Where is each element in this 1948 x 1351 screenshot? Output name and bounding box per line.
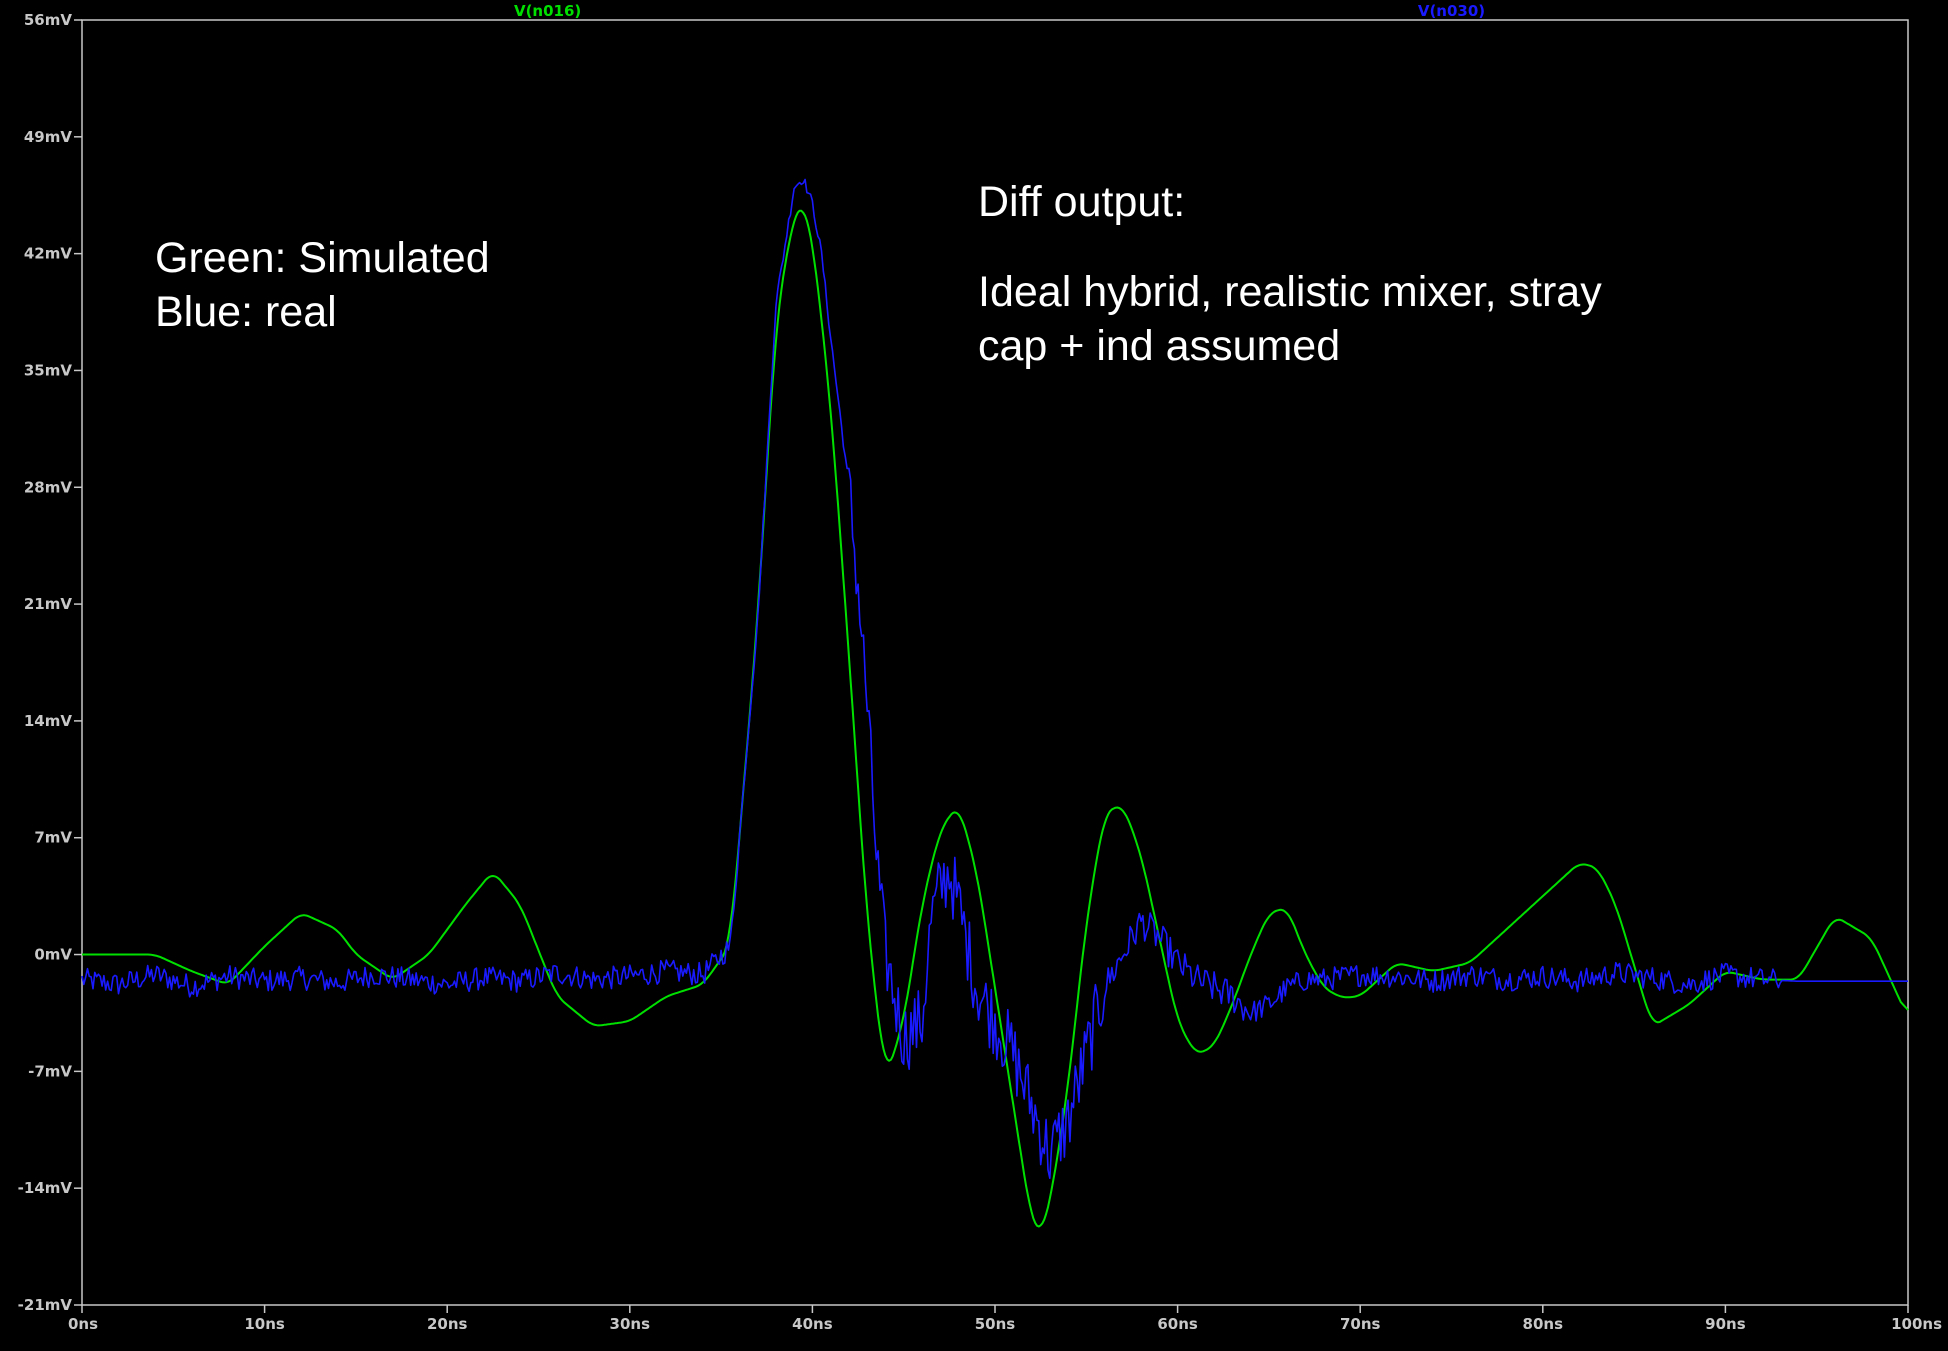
x-tick-label: 0ns (68, 1315, 98, 1333)
y-axis: 56mV 49mV 42mV 35mV 28mV 21mV 14mV 7mV 0mV -7mV -1… (18, 11, 82, 1314)
y-tick-label: 42mV (24, 245, 73, 263)
legend-entry: V(n030) (1418, 2, 1485, 20)
y-tick-label: -21mV (18, 1296, 73, 1314)
series-line (81, 178, 1908, 1179)
x-tick-label: 50ns (975, 1315, 1016, 1333)
diff-output-description: Ideal hybrid, realistic mixer, stray cap… (978, 268, 1602, 370)
x-tick-label: 70ns (1340, 1315, 1381, 1333)
y-tick-label: 49mV (24, 128, 73, 146)
y-tick-label: 35mV (24, 361, 73, 379)
series-layer (81, 178, 1909, 1228)
y-tick-label: 28mV (24, 478, 73, 496)
x-tick-label: 60ns (1157, 1315, 1198, 1333)
y-tick-label: 0mV (34, 946, 72, 964)
x-tick-label: 80ns (1523, 1315, 1564, 1333)
y-tick-label: 56mV (24, 11, 73, 29)
y-tick-label: -14mV (18, 1179, 73, 1197)
y-tick-label: 21mV (24, 595, 73, 613)
x-tick-label: 90ns (1705, 1315, 1746, 1333)
legend: V(n016) V(n030) (514, 2, 1485, 20)
x-tick-label: 40ns (792, 1315, 833, 1333)
x-axis: 0ns 10ns 20ns 30ns 40ns 50ns 60ns 70ns 80ns 90ns 1… (68, 1305, 1942, 1333)
x-tick-label: 20ns (427, 1315, 468, 1333)
x-tick-label: 10ns (244, 1315, 285, 1333)
series-key-note: Green: Simulated Blue: real (155, 234, 490, 336)
y-tick-label: 7mV (34, 829, 72, 847)
legend-entry: V(n016) (514, 2, 581, 20)
y-tick-label: 14mV (24, 712, 73, 730)
diff-output-title: Diff output: (978, 178, 1186, 226)
x-tick-label: 30ns (610, 1315, 651, 1333)
x-tick-label: 100ns (1891, 1315, 1942, 1333)
y-tick-label: -7mV (28, 1062, 72, 1080)
